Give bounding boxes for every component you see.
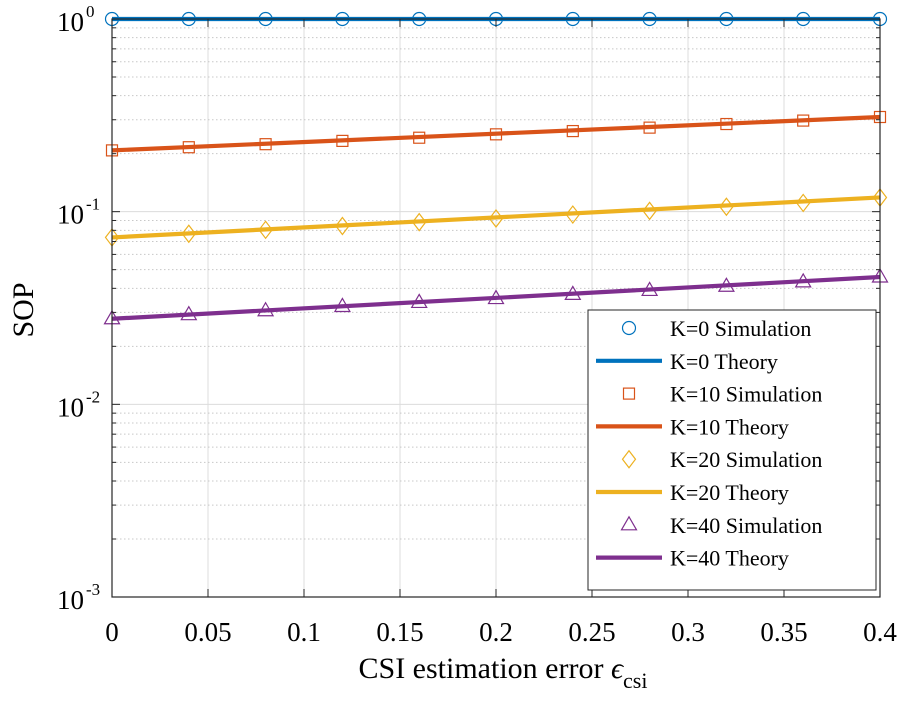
data-point-k-10-simulation [489, 128, 503, 141]
legend-label-k-40-theory: K=40 Theory [670, 546, 789, 571]
data-point-k-10-simulation [182, 141, 195, 154]
legend-swatch-k-0-simulation [621, 320, 637, 336]
x-tick-label: 0.25 [568, 617, 615, 647]
data-point-k-10-simulation [720, 117, 733, 131]
y-tick-label-exponent: 0 [86, 2, 95, 21]
x-tick-label: 0.35 [760, 617, 807, 647]
data-point-k-40-simulation [564, 285, 582, 301]
data-point-k-20-simulation [411, 212, 427, 232]
data-point-k-10-simulation [797, 114, 810, 127]
series-line-k-10-theory [111, 114, 881, 153]
data-point-k-20-simulation [642, 201, 657, 221]
y-tick-label-exponent: -3 [86, 580, 100, 599]
y-axis-title: SOP [7, 282, 40, 337]
data-point-k-10-simulation [259, 138, 272, 151]
legend-label-k-20-theory: K=20 Theory [670, 480, 789, 505]
y-tick-label: 10 [57, 392, 84, 422]
data-point-k-40-simulation [180, 305, 198, 321]
x-axis-title-symbol: ϵ [611, 652, 625, 685]
data-point-k-20-simulation [719, 197, 734, 217]
x-tick-label: 0.15 [376, 617, 423, 647]
data-point-k-10-simulation [566, 124, 579, 138]
x-tick-label: 0 [105, 617, 119, 647]
x-tick-label: 0.1 [287, 617, 321, 647]
data-point-k-20-simulation [795, 193, 811, 213]
y-tick-label-exponent: -1 [86, 195, 100, 214]
x-axis-title-text: CSI estimation error [359, 652, 611, 685]
legend-label-k-20-simulation: K=20 Simulation [670, 447, 822, 472]
legend-label-k-40-simulation: K=40 Simulation [670, 513, 822, 538]
data-point-k-40-simulation [257, 301, 275, 317]
legend-label-k-0-theory: K=0 Theory [670, 349, 778, 374]
ticks [111, 18, 881, 598]
data-point-k-40-simulation [410, 293, 428, 309]
legend: K=0 Simulation K=0 Theory K=10 Simulation K… [587, 309, 877, 591]
legend-swatch-k-10-simulation [622, 387, 636, 400]
data-point-k-20-simulation [258, 220, 273, 240]
data-point-k-20-simulation [565, 205, 581, 225]
legend-label-k-10-theory: K=10 Theory [670, 414, 789, 439]
data-point-k-20-simulation [181, 224, 197, 244]
data-point-k-20-simulation [488, 208, 504, 228]
x-axis-title: CSI estimation error ϵcsi [359, 652, 648, 693]
y-tick-label-exponent: -2 [86, 387, 100, 406]
x-tick-label: 0.4 [863, 617, 897, 647]
y-tick-label: 10 [57, 7, 84, 37]
series-line-k-20-theory [111, 195, 881, 240]
data-point-k-40-simulation [487, 289, 505, 305]
legend-label-k-0-simulation: K=0 Simulation [670, 316, 811, 341]
data-point-k-40-simulation [333, 297, 351, 313]
legend-box [587, 309, 877, 591]
data-point-k-40-simulation [717, 277, 735, 292]
data-point-k-40-simulation [794, 272, 812, 288]
data-point-k-10-simulation [336, 134, 349, 147]
x-axis-title-subscript: csi [623, 668, 647, 693]
data-point-k-20-simulation [335, 216, 350, 236]
x-tick-label: 0.3 [671, 617, 705, 647]
legend-swatch-k-40-simulation [620, 515, 638, 531]
data-point-k-10-simulation [413, 131, 426, 144]
x-tick-label: 0.2 [479, 617, 513, 647]
legend-label-k-10-simulation: K=10 Simulation [670, 382, 822, 407]
data-point-k-10-simulation [643, 121, 656, 134]
data-point-k-40-simulation [641, 281, 659, 297]
series-line-k-40-theory [111, 274, 881, 321]
x-tick-label: 0.05 [184, 617, 231, 647]
y-tick-label: 10 [57, 200, 84, 230]
legend-swatch-k-20-simulation [621, 449, 637, 469]
y-tick-label: 10 [57, 585, 84, 615]
